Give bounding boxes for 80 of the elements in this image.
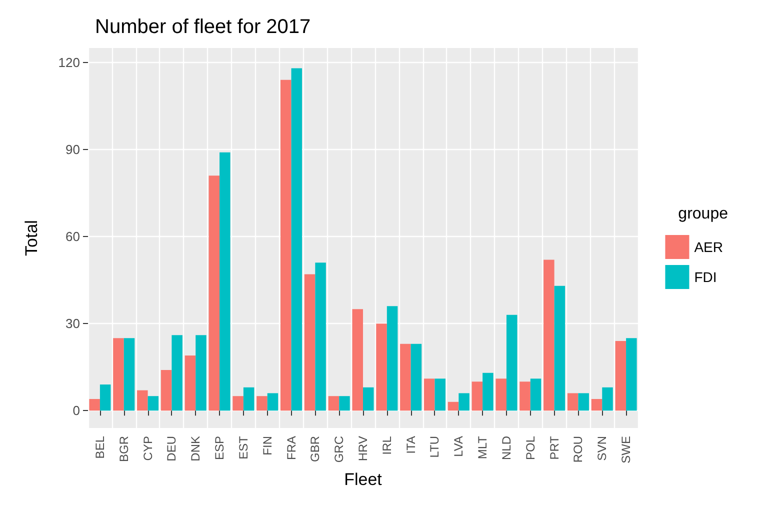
bar [602,387,613,411]
bar [615,340,626,411]
bar [328,396,340,411]
bar [506,314,518,411]
bar [544,260,554,411]
bar [472,382,483,411]
y-tick-label: 90 [66,142,80,158]
bar [184,355,196,411]
x-tick-label: HRV [356,436,370,462]
x-tick-label: IRL [380,436,394,455]
y-tick-label: 120 [58,55,80,70]
bar [160,370,172,411]
x-tick-label: LVA [452,436,466,457]
bar [591,398,602,411]
bar [578,393,589,411]
y-tick-label: 60 [66,229,80,244]
bar [89,398,100,411]
x-tick-label: SVN [595,436,610,461]
bar [208,176,220,411]
bar [482,372,494,411]
x-tick-label: GBR [308,436,322,462]
bar [196,335,206,411]
legend-label: FDI [694,269,717,285]
bar [520,382,530,411]
x-tick-label: LTU [428,436,442,458]
bar [567,393,578,411]
x-tick-label: DEU [164,436,179,462]
bar [530,378,542,411]
bar [434,378,446,411]
bar [256,396,268,411]
bar [315,262,326,411]
x-tick-label: ITA [404,436,418,454]
x-tick-label: FIN [260,436,274,456]
bar [386,306,398,411]
x-tick-label: MLT [476,435,490,460]
bar [304,274,316,411]
bar [172,335,182,411]
legend-title: groupe [678,206,728,222]
y-axis-title: Total [22,220,41,256]
bar [267,393,278,411]
y-tick-label: 30 [66,316,80,332]
y-tick-label: 0 [72,403,80,418]
bar [232,396,244,411]
x-tick-label: ROU [571,436,586,463]
bar [363,387,374,411]
bar [113,338,124,411]
bar [410,344,422,411]
bar [220,152,230,411]
x-tick-label: ESP [212,436,227,460]
bar [339,396,350,411]
x-tick-label: CYP [140,436,155,461]
bar [352,309,363,411]
x-axis-title: Fleet [344,470,382,490]
chart-title: Number of fleet for 2017 [95,16,311,38]
bar [626,338,637,411]
bar [291,68,302,411]
bar [376,324,387,411]
x-tick-label: EST [236,435,250,460]
bar [148,396,159,411]
legend-label: AER [694,239,724,255]
x-tick-label: FRA [284,436,298,460]
bar [554,286,566,411]
bar [137,390,148,411]
bar [280,80,292,411]
x-tick-label: DNK [188,436,203,462]
bar [400,344,411,411]
x-tick-label: BEL [92,436,107,459]
bar [496,378,506,411]
bar [124,338,135,411]
bar [448,402,459,411]
bar [458,393,470,411]
bar [100,384,111,411]
x-tick-label: POL [523,436,538,460]
bar [424,378,435,411]
bar [243,387,254,411]
x-tick-label: NLD [499,436,514,460]
x-tick-label: SWE [619,436,634,464]
x-tick-label: BGR [116,436,131,462]
x-tick-label: GRC [332,436,346,463]
x-tick-label: PRT [547,435,562,460]
